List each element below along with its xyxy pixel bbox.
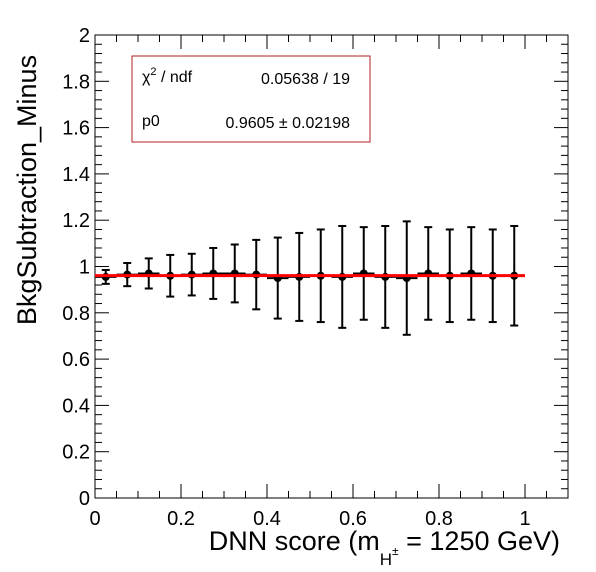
data-point [396, 220, 418, 336]
data-point [202, 246, 224, 300]
param-label: p0 [142, 113, 160, 130]
y-axis-title: BkgSubtraction_Minus [12, 55, 42, 325]
y-tick-label: 0.4 [62, 395, 90, 417]
data-points [95, 220, 525, 336]
x-tick-label: 0.4 [253, 508, 281, 530]
y-tick-label: 0.6 [62, 349, 90, 371]
y-tick-label: 1.2 [62, 210, 90, 232]
param-value: 0.9605 ± 0.02198 [226, 115, 351, 132]
data-point [417, 226, 439, 321]
x-tick-label: 0 [89, 508, 100, 530]
data-point [138, 257, 160, 290]
y-tick-label: 0.8 [62, 303, 90, 325]
y-tick-label: 1.6 [62, 118, 90, 140]
data-point [267, 236, 289, 320]
tick-labels: 0 0.2 0.4 0.6 0.8 1 0 0.2 0.4 0.6 0.8 1 1.2 1.4 1.6 1.8… [62, 25, 530, 530]
y-tick-label: 0.2 [62, 442, 90, 464]
x-tick-label: 0.6 [339, 508, 367, 530]
stats-box-border [131, 55, 371, 143]
stats-box: χ2 / ndf 0.05638 / 19 p0 0.9605 ± 0.0219… [131, 55, 371, 143]
y-tick-label: 2 [79, 25, 90, 47]
x-tick-label: 0.8 [425, 508, 453, 530]
y-tick-label: 1.4 [62, 164, 90, 186]
x-tick-label: 0.2 [167, 508, 195, 530]
data-point [353, 226, 375, 321]
y-tick-label: 0 [79, 488, 90, 510]
x-axis-title: DNN score (mH± = 1250 GeV) [209, 526, 560, 569]
data-point [460, 226, 482, 321]
data-point [224, 243, 246, 304]
axis-ticks [94, 34, 569, 499]
x-tick-label: 1 [519, 508, 530, 530]
y-tick-label: 1 [79, 257, 90, 279]
y-tick-label: 1.8 [62, 71, 90, 93]
chi2-label: χ2 / ndf [142, 66, 193, 86]
chi2-value: 0.05638 / 19 [261, 71, 350, 88]
